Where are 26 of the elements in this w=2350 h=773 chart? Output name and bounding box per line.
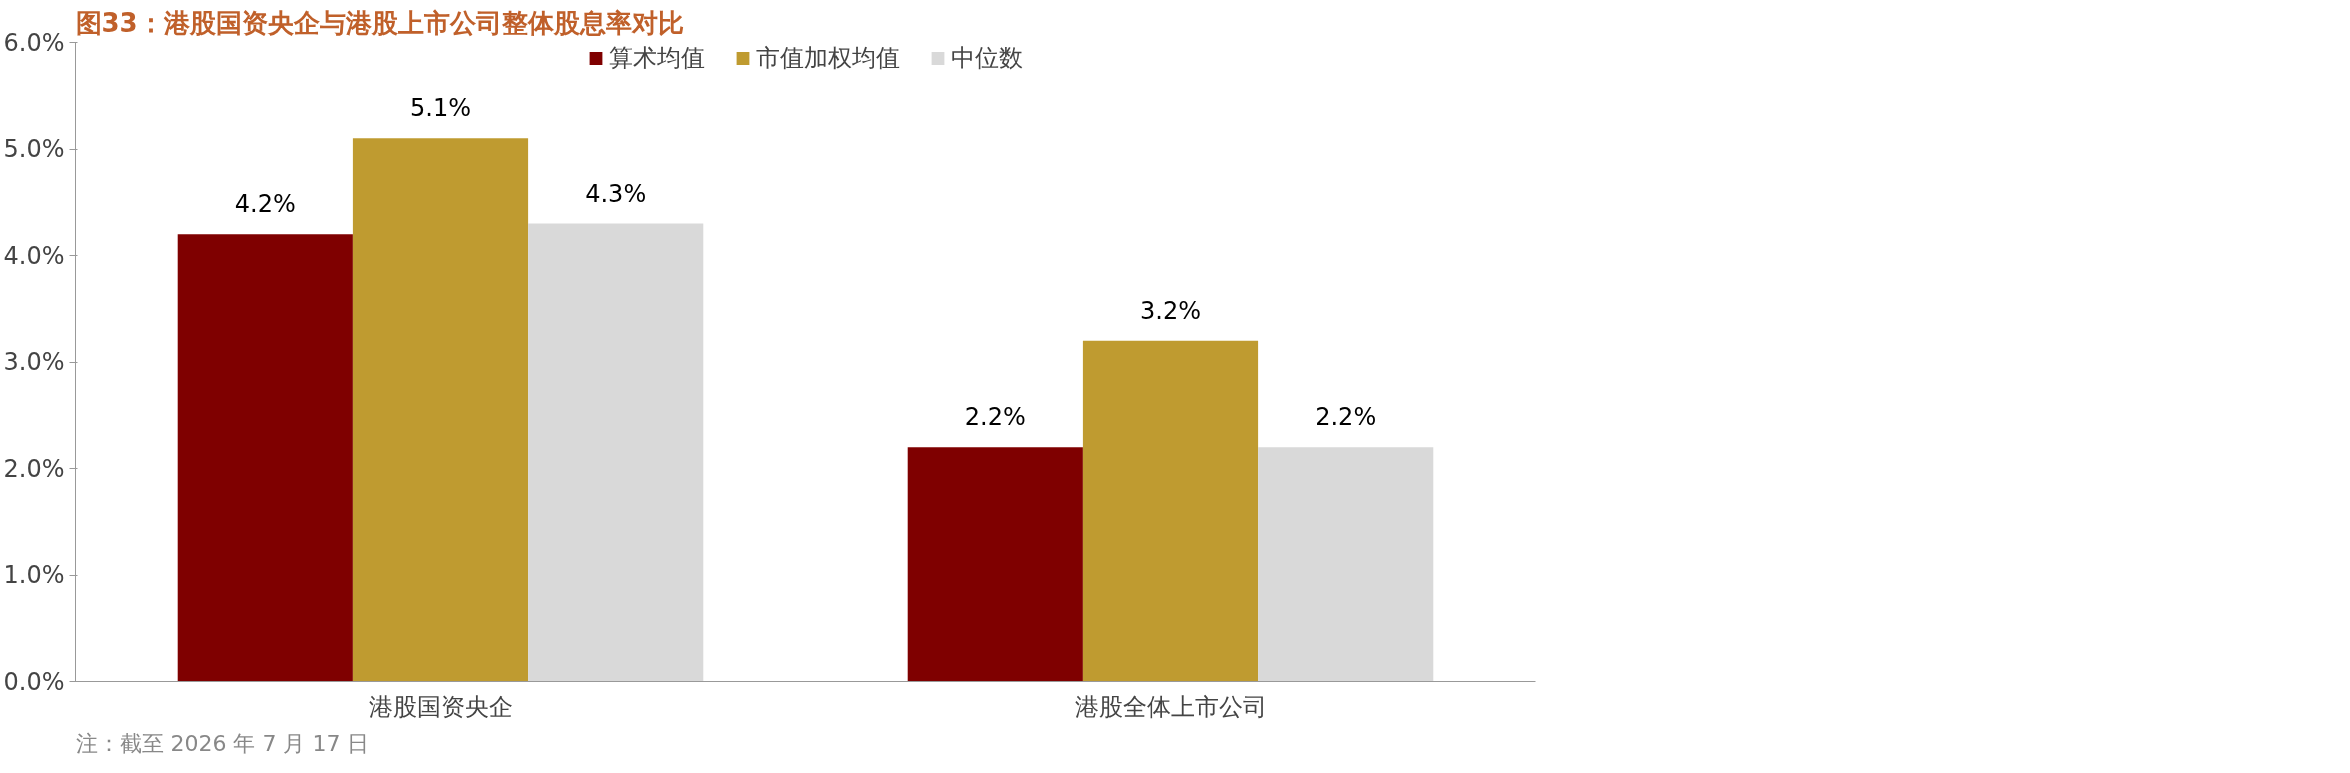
y-tick-label: 3.0% <box>3 348 65 376</box>
y-tick-label: 2.0% <box>3 454 65 483</box>
y-tick-label: 0.0% <box>3 667 65 696</box>
y-tick-label: 6.0% <box>3 28 65 57</box>
bar <box>1082 340 1259 682</box>
chart-title: 图33：港股国资央企与港股上市公司整体股息率对比 <box>75 7 684 38</box>
legend-label: 算术均值 <box>608 43 705 74</box>
data-label: 4.2% <box>234 190 296 219</box>
bar <box>907 447 1083 682</box>
data-label: 5.1% <box>410 94 471 123</box>
bar <box>1258 447 1434 682</box>
data-label: 2.2% <box>1315 403 1377 432</box>
bar <box>352 138 529 682</box>
x-tick-label: 港股全体上市公司 <box>1074 692 1267 721</box>
y-tick-label: 5.0% <box>3 135 65 163</box>
bar <box>528 223 704 682</box>
y-tick-label: 4.0% <box>3 241 65 270</box>
data-label: 3.2% <box>1140 296 1201 325</box>
data-label: 2.2% <box>964 403 1026 432</box>
legend-label: 中位数 <box>950 43 1023 74</box>
text: 注：截至 2026 年 7 月 17 日 <box>75 730 370 756</box>
legend-label: 市值加权均值 <box>755 43 900 74</box>
bar <box>177 234 353 682</box>
y-tick-label: 1.0% <box>3 561 65 589</box>
data-label: 4.3% <box>585 179 647 208</box>
x-tick-label: 港股国资央企 <box>368 692 513 721</box>
